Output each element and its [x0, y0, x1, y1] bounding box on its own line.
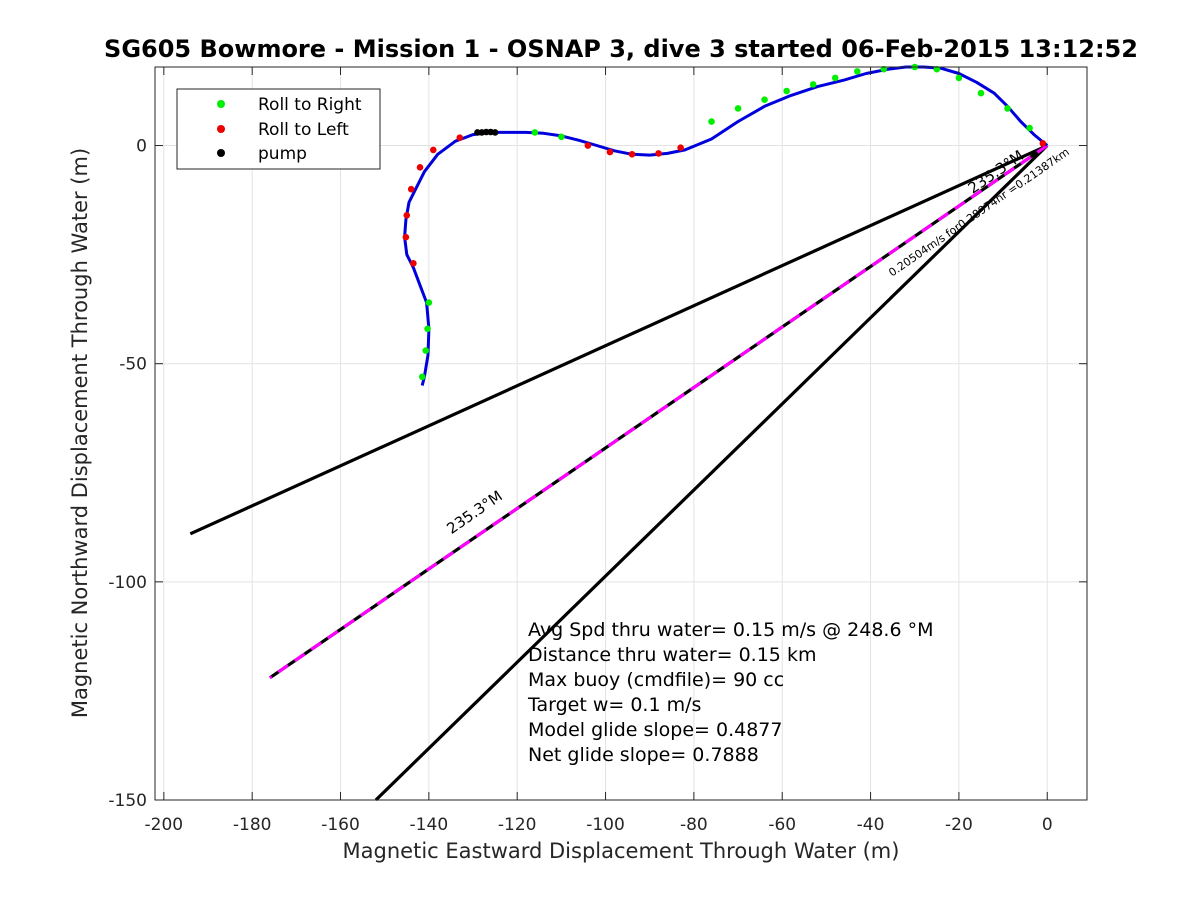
y-tick-label: -150 — [108, 791, 147, 811]
roll-right-point — [933, 65, 941, 73]
roll-right-point — [977, 89, 985, 97]
roll-left-point — [584, 142, 592, 149]
legend-box — [176, 88, 381, 170]
x-tick-label: -40 — [857, 815, 885, 835]
bearing-line — [189, 144, 1048, 536]
roll-left-point — [410, 260, 417, 267]
roll-left-point — [456, 134, 464, 141]
roll-right-point — [531, 129, 539, 136]
roll-left-point — [403, 212, 411, 219]
x-tick-label: -80 — [680, 815, 708, 835]
roll-right-point — [734, 105, 742, 112]
roll-right-point — [558, 133, 565, 141]
stat-avg-speed: Avg Spd thru water= 0.15 m/s @ 248.6 °M — [528, 619, 934, 641]
x-tick-label: -180 — [233, 815, 272, 835]
chart-title: SG605 Bowmore - Mission 1 - OSNAP 3, div… — [104, 35, 1138, 63]
legend-marker-roll-left — [217, 125, 225, 133]
roll-left-point — [606, 148, 614, 156]
roll-right-point — [880, 65, 888, 73]
roll-left-point — [407, 185, 415, 193]
roll-right-point — [783, 87, 790, 95]
x-axis-ticks: -200 -180 -160 -140 -120 -100 -80 -60 -40 -20 0 — [145, 67, 1053, 835]
stat-net-glide: Net glide slope= 0.7888 — [528, 744, 759, 766]
y-tick-label: -50 — [119, 355, 147, 375]
roll-right-point — [955, 74, 963, 82]
roll-right-point — [1026, 124, 1033, 132]
roll-right-point — [1004, 105, 1011, 112]
y-axis-ticks: -150 -100 -50 0 — [108, 137, 1087, 811]
legend-label-roll-right: Roll to Right — [258, 95, 362, 115]
x-tick-label: -160 — [321, 815, 360, 835]
y-tick-label: -100 — [108, 573, 147, 593]
stat-distance: Distance thru water= 0.15 km — [528, 644, 816, 666]
roll-right-point — [424, 325, 431, 333]
roll-left-point — [655, 150, 662, 157]
bearing-line — [374, 144, 1049, 802]
stats-block: Avg Spd thru water= 0.15 m/s @ 248.6 °M … — [527, 619, 934, 766]
roll-left-point — [416, 164, 424, 171]
x-tick-label: -200 — [145, 815, 184, 835]
x-tick-label: -140 — [410, 815, 449, 835]
dive-track-line — [403, 65, 1049, 386]
y-tick-label: 0 — [136, 137, 147, 157]
roll-left-point — [1039, 140, 1047, 147]
legend: Roll to Right Roll to Left pump — [176, 88, 381, 170]
direction-lines — [189, 144, 1049, 802]
legend-marker-pump — [217, 149, 225, 157]
legend-label-roll-left: Roll to Left — [258, 120, 349, 140]
roll-right-point — [831, 74, 839, 82]
x-tick-label: -60 — [768, 815, 796, 835]
roll-left-point — [677, 144, 684, 152]
x-axis-label: Magnetic Eastward Displacement Through W… — [343, 839, 900, 863]
roll-right-point — [425, 299, 433, 306]
stat-model-glide: Model glide slope= 0.4877 — [528, 719, 783, 741]
bearing-line-magenta-dashed — [268, 144, 1049, 680]
roll-points — [402, 63, 1047, 381]
plot-area — [155, 67, 1087, 800]
roll-right-point — [422, 347, 430, 354]
roll-right-point — [761, 96, 768, 104]
x-tick-label: 0 — [1042, 815, 1053, 835]
roll-left-point — [429, 146, 437, 154]
x-tick-label: -100 — [586, 815, 625, 835]
roll-right-point — [809, 81, 817, 88]
roll-right-point — [854, 68, 861, 75]
pump-point — [474, 129, 481, 136]
dive-track — [403, 65, 1049, 386]
roll-right-point — [418, 373, 426, 381]
stat-target-w: Target w= 0.1 m/s — [527, 694, 701, 716]
y-axis-label: Magnetic Northward Displacement Through … — [68, 148, 92, 718]
x-tick-label: -20 — [945, 815, 973, 835]
axes-box — [154, 66, 1088, 801]
legend-marker-roll-right — [217, 100, 225, 108]
legend-label-pump: pump — [258, 144, 307, 164]
roll-right-point — [708, 118, 715, 125]
roll-left-point — [402, 233, 410, 241]
roll-left-point — [628, 150, 636, 158]
x-tick-label: -120 — [498, 815, 537, 835]
stat-max-buoy: Max buoy (cmdfile)= 90 cc — [528, 669, 784, 691]
